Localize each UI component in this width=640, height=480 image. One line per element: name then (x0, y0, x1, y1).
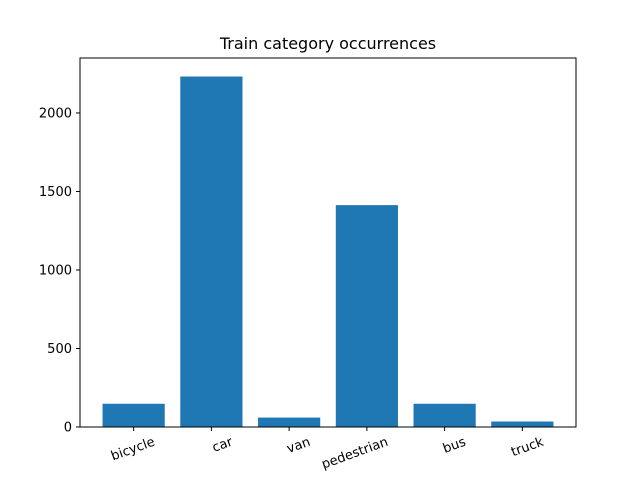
x-tick-label-pedestrian: pedestrian (320, 435, 390, 473)
y-tick-label-2000: 2000 (39, 106, 72, 121)
y-tick-label-1000: 1000 (39, 263, 72, 278)
bars-group (102, 76, 554, 428)
x-tick-label-van: van (285, 435, 313, 457)
y-tick-label-500: 500 (47, 342, 72, 357)
bar-bus (413, 403, 476, 427)
x-tick-label-bus: bus (441, 435, 468, 457)
bar-truck (491, 421, 554, 427)
x-tick-label-bicycle: bicycle (109, 435, 157, 465)
bar-pedestrian (335, 205, 398, 427)
bar-bicycle (102, 403, 165, 427)
y-tick-label-1500: 1500 (39, 185, 72, 200)
y-axis: 0 500 1000 1500 2000 (39, 106, 80, 436)
plot-frame (79, 57, 577, 428)
x-axis: bicycle car van pedestrian bus truck (109, 427, 546, 473)
bar-van (258, 417, 321, 427)
x-tick-label-car: car (210, 434, 235, 455)
x-tick-label-truck: truck (509, 435, 546, 461)
y-tick-label-0: 0 (64, 421, 72, 436)
chart-title: Train category occurrences (219, 34, 436, 53)
bar-car (180, 76, 243, 428)
